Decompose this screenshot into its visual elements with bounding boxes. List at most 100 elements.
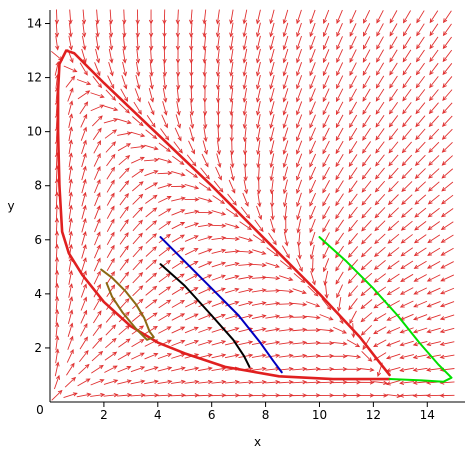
field-arrow-head xyxy=(124,219,129,224)
field-arrow-shaft xyxy=(270,153,275,168)
field-arrow-shaft xyxy=(348,259,359,271)
field-arrow xyxy=(440,208,454,218)
field-arrow-shaft xyxy=(118,311,130,323)
y-axis-label: y xyxy=(7,199,14,213)
field-arrow-shaft xyxy=(145,195,158,204)
field-arrow xyxy=(202,61,207,77)
field-arrow-shaft xyxy=(335,258,344,271)
field-arrow-shaft xyxy=(265,368,280,371)
field-arrow-shaft xyxy=(336,88,344,102)
field-arrow-shaft xyxy=(158,260,171,270)
field-arrow-shaft xyxy=(123,9,125,24)
field-arrow-shaft xyxy=(56,9,58,24)
field-arrow xyxy=(243,179,249,195)
field-arrow-shaft xyxy=(387,233,400,244)
field-arrow-shaft xyxy=(103,118,118,124)
field-arrow-head xyxy=(412,393,418,398)
field-arrow-shaft xyxy=(211,262,226,268)
field-arrow xyxy=(211,261,227,268)
field-arrow-shaft xyxy=(68,297,73,311)
field-arrow xyxy=(68,35,73,51)
field-arrow-shaft xyxy=(271,179,274,194)
field-arrow xyxy=(292,393,308,398)
field-arrow xyxy=(296,231,302,247)
field-arrow-head xyxy=(68,32,73,38)
field-arrow-head xyxy=(111,96,117,101)
field-arrow-shaft xyxy=(55,218,58,233)
field-arrow xyxy=(362,49,371,63)
field-arrow-head xyxy=(322,175,327,181)
field-arrow-shaft xyxy=(319,355,334,358)
field-arrow-shaft xyxy=(416,36,425,49)
field-arrow-head xyxy=(162,71,167,77)
field-arrow xyxy=(200,167,210,180)
field-arrow-head xyxy=(191,161,197,167)
field-arrow xyxy=(360,259,373,271)
field-arrow-head xyxy=(84,363,90,369)
field-arrow-head xyxy=(215,45,221,51)
field-arrow-head xyxy=(69,87,74,93)
field-arrow xyxy=(80,309,88,324)
field-arrow xyxy=(104,129,118,139)
field-arrow-shaft xyxy=(251,263,266,266)
field-arrow-head xyxy=(137,109,142,115)
field-arrow-shaft xyxy=(105,311,116,323)
field-arrow-shaft xyxy=(362,49,371,63)
field-arrow-shaft xyxy=(414,247,427,256)
field-arrow-shaft xyxy=(80,127,87,141)
field-arrow-shaft xyxy=(186,154,197,167)
field-arrow-shaft xyxy=(198,274,212,282)
field-arrow xyxy=(229,9,234,25)
field-arrow-shaft xyxy=(91,115,103,127)
field-arrow xyxy=(197,393,213,398)
field-arrow xyxy=(322,153,330,168)
field-arrow xyxy=(216,127,221,143)
field-arrow xyxy=(198,313,213,321)
field-arrow xyxy=(229,61,234,77)
field-arrow-head xyxy=(152,246,157,251)
field-arrow-shaft xyxy=(310,271,316,285)
field-arrow-head xyxy=(399,380,405,385)
field-arrow xyxy=(171,379,186,385)
field-arrow-shaft xyxy=(203,48,206,63)
field-arrow xyxy=(295,258,303,273)
field-arrow-shaft xyxy=(198,340,212,346)
field-arrow-head xyxy=(322,19,327,25)
field-arrow xyxy=(106,257,115,272)
field-arrow xyxy=(402,36,412,50)
field-arrow-head xyxy=(220,287,226,292)
field-arrow-shaft xyxy=(81,35,86,50)
field-arrow xyxy=(92,127,102,141)
field-arrow-shaft xyxy=(243,179,248,194)
field-arrow-shaft xyxy=(55,310,58,325)
field-arrow-head xyxy=(82,178,87,184)
field-arrow xyxy=(402,75,412,89)
field-arrow xyxy=(238,236,254,242)
field-arrow-head xyxy=(126,143,132,148)
field-arrow xyxy=(309,127,316,142)
field-arrow xyxy=(335,101,344,116)
field-arrow-head xyxy=(96,153,101,158)
field-arrow-shaft xyxy=(376,36,384,50)
field-arrow-head xyxy=(99,104,105,109)
field-arrow-head xyxy=(95,45,100,51)
field-arrow xyxy=(413,274,427,282)
field-arrow-head xyxy=(234,224,240,229)
field-arrow-shaft xyxy=(348,219,358,232)
field-arrow-shaft xyxy=(238,250,253,253)
field-arrow-shaft xyxy=(279,260,292,270)
field-arrow-head xyxy=(261,366,267,372)
field-arrow xyxy=(386,340,401,347)
field-arrow xyxy=(324,283,329,299)
field-arrow-head xyxy=(180,234,185,239)
field-arrow xyxy=(93,310,102,324)
field-arrow-shaft xyxy=(76,393,91,398)
field-arrow-head xyxy=(385,355,391,360)
field-arrow-shaft xyxy=(217,61,220,76)
field-arrow-shaft xyxy=(322,232,330,246)
field-arrow xyxy=(309,22,316,38)
field-arrow xyxy=(265,301,281,306)
field-arrow xyxy=(242,192,249,207)
field-arrow-shaft xyxy=(428,155,440,166)
